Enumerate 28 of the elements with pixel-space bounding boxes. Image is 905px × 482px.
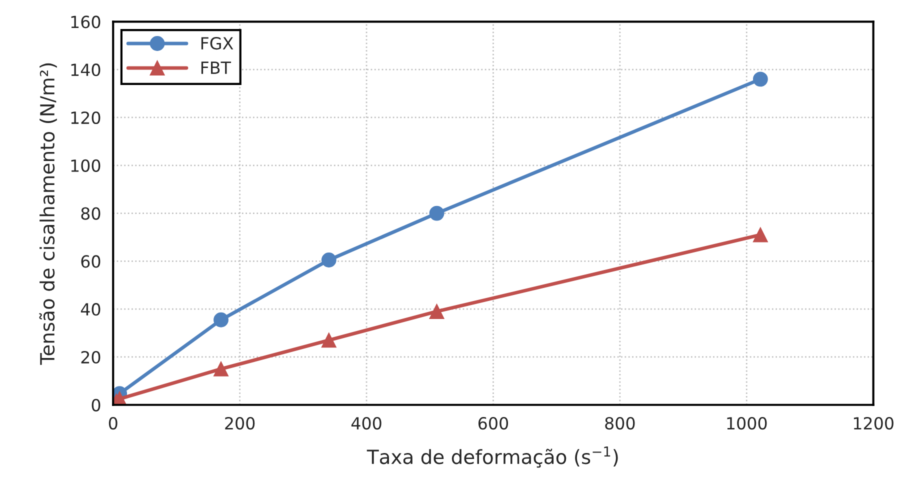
point <box>214 312 228 328</box>
y-tick-label: 40 <box>80 303 100 316</box>
x-axis-title: Taxa de deformação (s$^{−1}$) <box>366 446 618 468</box>
point <box>752 227 768 242</box>
y-tick-label: 140 <box>71 64 100 76</box>
point <box>429 304 444 319</box>
y-axis-title: Tensão de cisalhamento (N/m²) <box>39 63 57 365</box>
y-tick-label: 20 <box>81 350 100 364</box>
y-tick-label: 100 <box>71 159 100 172</box>
y-tick-label: 160 <box>71 16 100 28</box>
x-tick-label: 200 <box>225 416 255 430</box>
x-tick-label: 800 <box>605 416 635 430</box>
y-tick-label: 0 <box>92 398 100 412</box>
x-tick-label: 0 <box>108 416 118 430</box>
point <box>321 252 336 268</box>
x-tick-label: 1200 <box>854 416 894 430</box>
x-tick-label: 600 <box>478 416 508 430</box>
y-tick-label: 120 <box>71 111 100 124</box>
legend-label: FBT <box>201 62 232 74</box>
point <box>429 206 444 221</box>
point <box>214 361 228 376</box>
y-tick-label: 60 <box>81 255 100 268</box>
point <box>321 332 336 348</box>
legend-label: FGX <box>201 36 234 50</box>
x-tick-label: 400 <box>351 416 382 430</box>
point <box>752 72 768 87</box>
x-tick-label: 1000 <box>727 416 767 430</box>
y-tick-label: 80 <box>81 207 100 220</box>
